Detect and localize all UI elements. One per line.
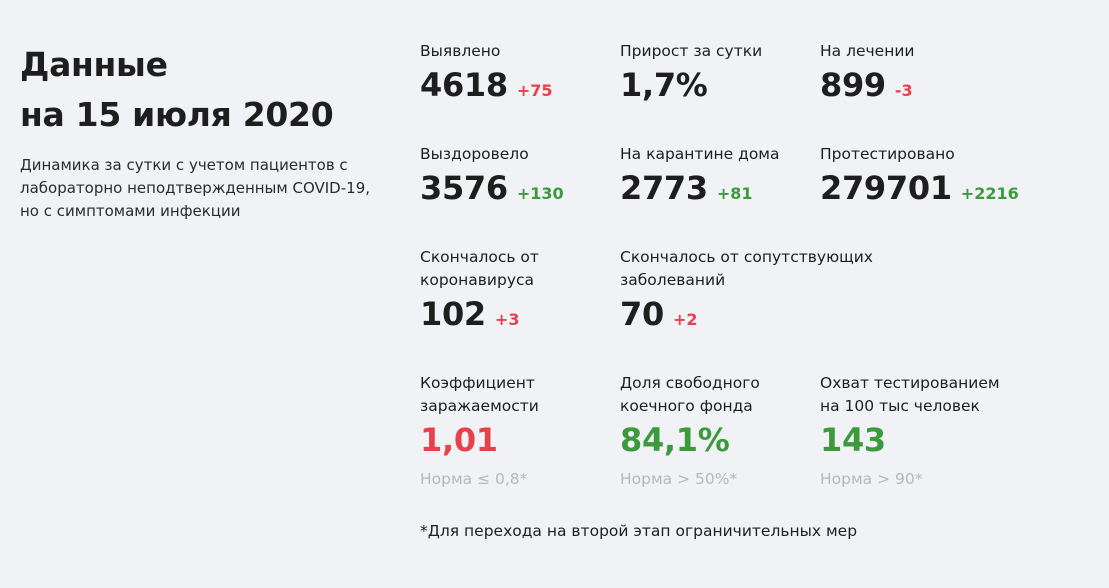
stat-label-line2: заражаемости bbox=[420, 397, 539, 415]
stat-value: 4618 bbox=[420, 66, 508, 104]
stat-delta: +75 bbox=[516, 81, 553, 100]
stat-label: Протестировано bbox=[820, 145, 955, 163]
stat-value: 84,1% bbox=[620, 421, 730, 459]
stat-delta: +2 bbox=[672, 310, 698, 329]
stat-label: На лечении bbox=[820, 42, 915, 60]
stat-label-line2: на 100 тыс человек bbox=[820, 397, 980, 415]
stat-norm: Норма > 90* bbox=[820, 470, 923, 488]
stat-in-treatment: На лечении 899 -3 bbox=[820, 40, 915, 105]
stat-daily-growth: Прирост за сутки 1,7% bbox=[620, 40, 762, 105]
stat-label: На карантине дома bbox=[620, 145, 780, 163]
stat-value: 102 bbox=[420, 295, 486, 333]
stat-label-line1: Коэффициент bbox=[420, 374, 535, 392]
stat-infection-rate: Коэффициент заражаемости 1,01 Норма ≤ 0,… bbox=[420, 372, 539, 491]
stat-value: 143 bbox=[820, 421, 886, 459]
stat-label-line1: Скончалось от сопутствующих bbox=[620, 248, 873, 266]
stat-norm: Норма ≤ 0,8* bbox=[420, 470, 528, 488]
stat-delta: -3 bbox=[894, 81, 913, 100]
stat-label: Выздоровело bbox=[420, 145, 529, 163]
summary-header: Данные на 15 июля 2020 Динамика за сутки… bbox=[20, 40, 380, 223]
stat-died-covid: Скончалось от коронавируса 102 +3 bbox=[420, 246, 539, 334]
stat-value: 3576 bbox=[420, 169, 508, 207]
stat-label-line2: коечного фонда bbox=[620, 397, 753, 415]
stat-value: 899 bbox=[820, 66, 886, 104]
stat-norm: Норма > 50%* bbox=[620, 470, 738, 488]
stat-label-line1: Охват тестированием bbox=[820, 374, 1000, 392]
stat-delta: +130 bbox=[516, 184, 564, 203]
stat-label-line1: Скончалось от bbox=[420, 248, 539, 266]
stat-died-comorbid: Скончалось от сопутствующих заболеваний … bbox=[620, 246, 873, 334]
stat-free-beds: Доля свободного коечного фонда 84,1% Нор… bbox=[620, 372, 760, 491]
stat-delta: +3 bbox=[494, 310, 520, 329]
stat-label: Выявлено bbox=[420, 42, 501, 60]
stat-value: 1,7% bbox=[620, 66, 708, 104]
stat-value: 1,01 bbox=[420, 421, 498, 459]
stat-recovered: Выздоровело 3576 +130 bbox=[420, 143, 564, 208]
footnote: *Для перехода на второй этап ограничител… bbox=[420, 522, 858, 540]
stat-label-line2: коронавируса bbox=[420, 271, 535, 289]
stat-testing-coverage: Охват тестированием на 100 тыс человек 1… bbox=[820, 372, 1000, 491]
stat-label: Прирост за сутки bbox=[620, 42, 763, 60]
stat-label-line2: заболеваний bbox=[620, 271, 726, 289]
stat-value: 279701 bbox=[820, 169, 952, 207]
stat-value: 70 bbox=[620, 295, 664, 333]
stat-value: 2773 bbox=[620, 169, 708, 207]
page-title-line2: на 15 июля 2020 bbox=[20, 95, 334, 134]
stat-tested: Протестировано 279701 +2216 bbox=[820, 143, 1019, 208]
stat-home-quarantine: На карантине дома 2773 +81 bbox=[620, 143, 780, 208]
stat-delta: +2216 bbox=[960, 184, 1019, 203]
page-description: Динамика за сутки с учетом пациентов с л… bbox=[20, 156, 371, 220]
page-title-line1: Данные bbox=[20, 45, 168, 84]
stat-detected: Выявлено 4618 +75 bbox=[420, 40, 553, 105]
stat-delta: +81 bbox=[716, 184, 753, 203]
stat-label-line1: Доля свободного bbox=[620, 374, 760, 392]
